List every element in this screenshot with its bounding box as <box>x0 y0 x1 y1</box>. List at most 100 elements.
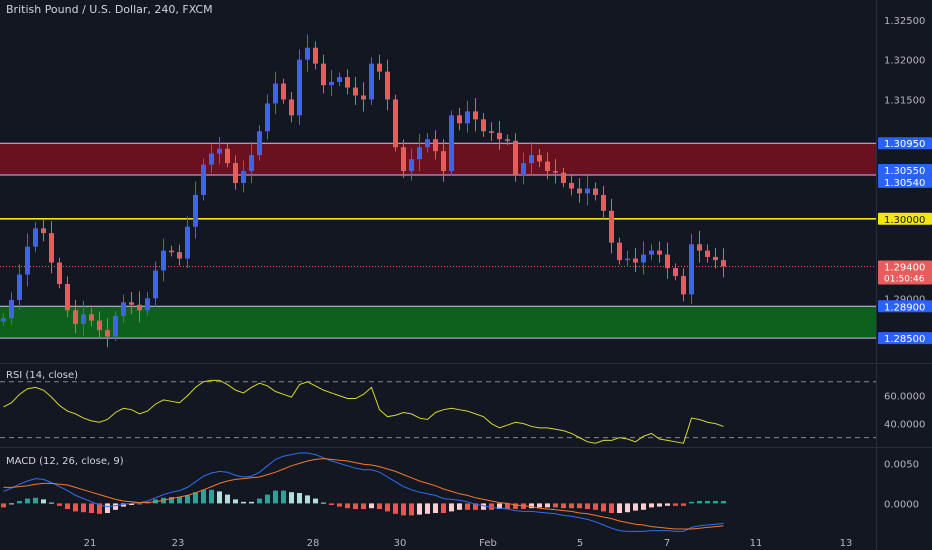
macd-histogram-bar <box>681 503 686 506</box>
candle <box>673 263 678 281</box>
macd-histogram-bar <box>225 494 230 504</box>
candle-body <box>569 182 574 189</box>
candle-body <box>401 147 406 172</box>
candle-body <box>353 87 358 96</box>
candle-body <box>169 250 174 253</box>
candle-body <box>9 299 14 319</box>
rsi-line <box>3 379 724 444</box>
candle <box>105 318 110 348</box>
candle-body <box>73 310 78 324</box>
candle <box>489 122 494 142</box>
time-tick-label: 7 <box>664 538 670 549</box>
time-tick-label: 30 <box>394 538 407 549</box>
macd-histogram-bar <box>673 503 678 506</box>
macd-histogram-bar <box>361 503 366 509</box>
candle-body <box>41 228 46 234</box>
candle-body <box>329 81 334 86</box>
macd-histogram-bar <box>577 503 582 509</box>
candle-body <box>161 250 166 271</box>
candle <box>305 34 310 72</box>
rsi-tick-label: 60.0000 <box>884 392 925 403</box>
candle-body <box>649 250 654 255</box>
macd-histogram-bar <box>353 503 358 509</box>
macd-histogram-bar <box>721 501 726 504</box>
candle-body <box>697 244 702 251</box>
candle-body <box>537 155 542 162</box>
support-zone <box>0 306 876 339</box>
time-tick-label: 21 <box>84 538 97 549</box>
candle <box>377 54 382 80</box>
time-tick-label: 28 <box>307 538 320 549</box>
time-tick-label: 5 <box>577 538 583 549</box>
candle <box>153 261 158 307</box>
candle <box>329 70 334 96</box>
candle-body <box>465 111 470 124</box>
candle-body <box>681 276 686 295</box>
macd-tick-label: 0.0000 <box>884 499 919 510</box>
candle <box>553 159 558 184</box>
current-price-badge <box>878 260 932 285</box>
candle-body <box>105 330 110 337</box>
candle-body <box>25 246 30 275</box>
time-tick-label: 13 <box>840 538 853 549</box>
candle <box>457 107 462 131</box>
candle <box>409 148 414 181</box>
macd-histogram-bar <box>329 503 334 505</box>
candle <box>529 141 534 176</box>
macd-histogram-bar <box>265 494 270 504</box>
candle <box>681 268 686 302</box>
candle-body <box>257 131 262 156</box>
candle-body <box>321 63 326 86</box>
candle <box>649 244 654 261</box>
macd-histogram-bar <box>81 503 86 513</box>
macd-histogram-bar <box>185 495 190 504</box>
candle <box>209 144 214 173</box>
candle <box>273 71 278 115</box>
macd-histogram-bar <box>665 503 670 506</box>
candle <box>313 41 318 70</box>
candle <box>545 152 550 180</box>
macd-histogram-bar <box>513 503 518 509</box>
rsi-tick-label: 40.0000 <box>884 420 925 431</box>
candle <box>369 57 374 106</box>
macd-histogram-bar <box>17 501 22 504</box>
macd-histogram-bar <box>441 503 446 513</box>
price-tick-label: 1.31500 <box>884 95 925 106</box>
macd-histogram-bar <box>561 503 566 509</box>
macd-histogram-bar <box>217 491 222 504</box>
macd-histogram-bar <box>33 497 38 504</box>
level-badge-label: 1.28500 <box>884 334 925 345</box>
candle-body <box>545 161 550 172</box>
macd-histogram-bar <box>209 489 214 504</box>
candle <box>169 245 174 257</box>
candle <box>9 292 14 326</box>
macd-histogram-bar <box>609 503 614 513</box>
macd-histogram-bar <box>281 490 286 504</box>
candle <box>1 313 6 326</box>
macd-histogram-bar <box>697 501 702 504</box>
level-badge-label: 1.30550 <box>884 166 925 177</box>
macd-histogram-bar <box>657 503 662 507</box>
macd-label: MACD (12, 26, close, 9) <box>6 456 124 467</box>
macd-histogram-bar <box>633 503 638 511</box>
candle <box>177 244 182 266</box>
macd-histogram-bar <box>289 492 294 504</box>
candle <box>57 257 62 289</box>
macd-histogram-bar <box>97 503 102 514</box>
candle-body <box>705 250 710 257</box>
candle <box>465 100 470 133</box>
candle <box>665 242 670 279</box>
candle <box>537 148 542 168</box>
candle-body <box>561 172 566 183</box>
candle <box>201 158 206 201</box>
current-price-label: 1.29400 <box>884 263 925 274</box>
macd-histogram-bar <box>433 503 438 513</box>
macd-histogram-bar <box>113 503 118 510</box>
candle-body <box>585 188 590 194</box>
price-tick-label: 1.32500 <box>884 16 925 27</box>
candle <box>289 91 294 123</box>
candle-body <box>305 47 310 60</box>
macd-histogram-bar <box>593 503 598 510</box>
candle <box>321 54 326 94</box>
